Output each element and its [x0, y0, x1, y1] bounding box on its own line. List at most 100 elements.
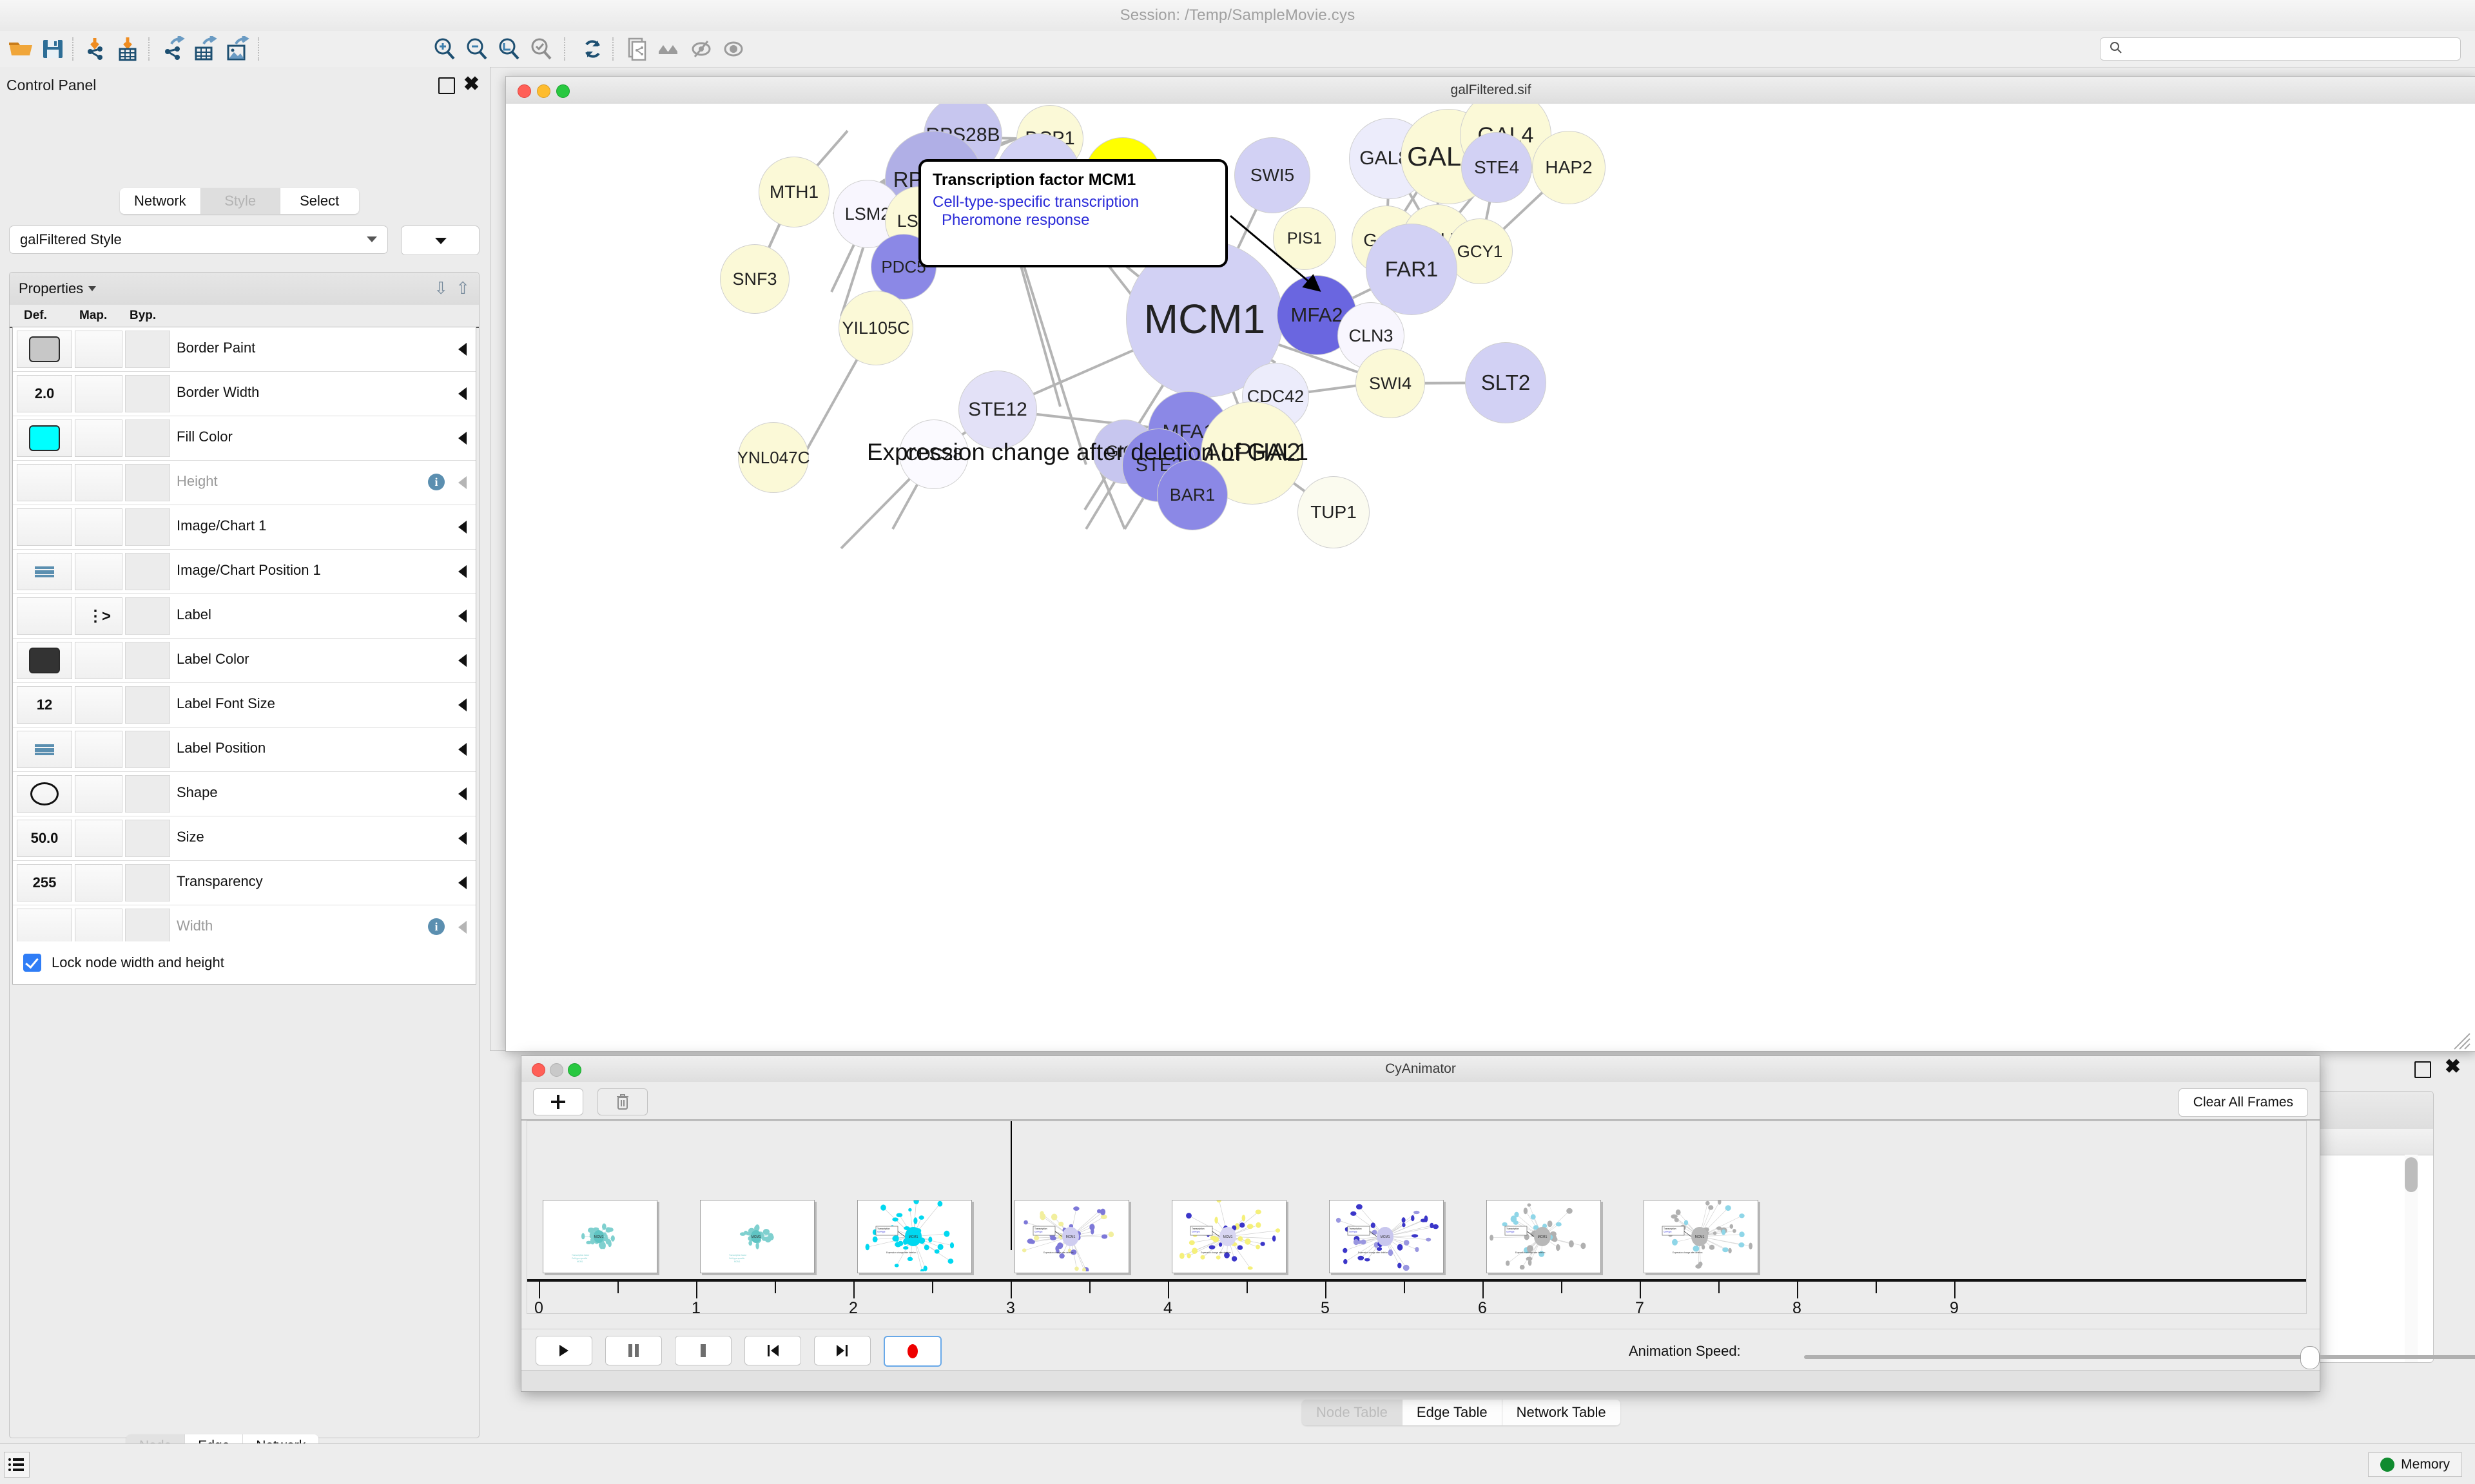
ellipse-shape-icon[interactable]	[30, 782, 59, 805]
minimize-window-button[interactable]	[537, 84, 550, 98]
tab-style[interactable]: Style	[201, 188, 280, 214]
zoom-in-icon[interactable]	[432, 36, 458, 62]
tab-network-table[interactable]: Network Table	[1502, 1400, 1620, 1425]
mapping-icon[interactable]: ⋮>	[88, 607, 110, 626]
property-default-cell[interactable]	[17, 508, 72, 546]
property-bypass-cell[interactable]	[125, 642, 170, 679]
property-default-cell[interactable]	[17, 642, 72, 679]
color-swatch[interactable]	[29, 425, 60, 451]
property-mapping-cell[interactable]	[75, 331, 122, 368]
skip-end-button[interactable]	[814, 1336, 871, 1365]
expand-arrow-icon[interactable]	[458, 654, 467, 667]
expand-all-icon[interactable]: ⇩	[434, 280, 448, 296]
export-table-icon[interactable]	[192, 36, 218, 62]
property-default-cell[interactable]	[17, 597, 72, 635]
property-bypass-cell[interactable]	[125, 508, 170, 546]
timeline-playhead[interactable]	[1011, 1121, 1012, 1250]
search-input[interactable]	[2128, 42, 2460, 57]
property-default-cell[interactable]: 255	[17, 864, 72, 901]
expand-arrow-icon[interactable]	[458, 565, 467, 578]
expand-arrow-icon[interactable]	[458, 787, 467, 800]
property-bypass-cell[interactable]	[125, 553, 170, 590]
zoom-selected-icon[interactable]	[529, 36, 554, 62]
expand-arrow-icon[interactable]	[458, 832, 467, 845]
property-mapping-cell[interactable]	[75, 864, 122, 901]
network-node[interactable]: MTH1	[759, 157, 830, 227]
property-default-cell[interactable]	[17, 553, 72, 590]
expand-arrow-icon[interactable]	[458, 432, 467, 445]
color-swatch[interactable]	[29, 336, 60, 362]
property-mapping-cell[interactable]	[75, 508, 122, 546]
expand-arrow-icon[interactable]	[458, 476, 467, 489]
property-row[interactable]: Label Color	[13, 639, 476, 683]
property-mapping-cell[interactable]	[75, 553, 122, 590]
property-bypass-cell[interactable]	[125, 864, 170, 901]
refresh-icon[interactable]	[580, 36, 606, 62]
expand-arrow-icon[interactable]	[458, 921, 467, 934]
play-button[interactable]	[536, 1336, 592, 1365]
maximize-window-button[interactable]	[556, 84, 570, 98]
export-image-icon[interactable]	[224, 36, 250, 62]
property-mapping-cell[interactable]	[75, 820, 122, 857]
style-selector[interactable]: galFiltered Style	[9, 226, 388, 254]
property-bypass-cell[interactable]	[125, 731, 170, 768]
network-node[interactable]: HAP2	[1532, 131, 1606, 204]
record-button[interactable]	[884, 1336, 942, 1367]
add-frame-button[interactable]	[533, 1088, 583, 1115]
new-network-icon[interactable]	[624, 36, 650, 62]
network-node[interactable]: STE12	[958, 371, 1037, 449]
expand-arrow-icon[interactable]	[458, 876, 467, 889]
expand-arrow-icon[interactable]	[458, 743, 467, 756]
skip-start-button[interactable]	[744, 1336, 801, 1365]
property-row[interactable]: Image/Chart 1	[13, 505, 476, 550]
export-network-icon[interactable]	[160, 36, 186, 62]
position-icon[interactable]	[35, 566, 54, 577]
position-icon[interactable]	[35, 744, 54, 755]
property-bypass-cell[interactable]	[125, 775, 170, 813]
property-mapping-cell[interactable]	[75, 731, 122, 768]
property-bypass-cell[interactable]	[125, 331, 170, 368]
network-node[interactable]: SWI4	[1355, 349, 1425, 418]
property-bypass-cell[interactable]	[125, 464, 170, 501]
import-table-icon[interactable]	[115, 36, 141, 62]
property-row[interactable]: Shape	[13, 772, 476, 816]
property-default-cell[interactable]: 50.0	[17, 820, 72, 857]
property-default-cell[interactable]	[17, 419, 72, 457]
clear-all-frames-button[interactable]: Clear All Frames	[2179, 1088, 2308, 1117]
expand-arrow-icon[interactable]	[458, 521, 467, 534]
restore-icon[interactable]	[438, 77, 455, 94]
property-row[interactable]: ⋮>Label	[13, 594, 476, 639]
style-options-button[interactable]	[401, 226, 480, 255]
property-bypass-cell[interactable]	[125, 419, 170, 457]
property-default-cell[interactable]	[17, 775, 72, 813]
property-bypass-cell[interactable]	[125, 686, 170, 724]
show-all-icon[interactable]	[721, 36, 746, 62]
network-node[interactable]: SLT2	[1465, 342, 1546, 423]
property-bypass-cell[interactable]	[125, 597, 170, 635]
lock-node-checkbox[interactable]	[23, 954, 41, 972]
property-default-cell[interactable]: 2.0	[17, 375, 72, 412]
network-node[interactable]: YIL105C	[839, 291, 913, 365]
collapse-all-icon[interactable]: ⇧	[456, 280, 470, 296]
property-row[interactable]: Fill Color	[13, 416, 476, 461]
property-bypass-cell[interactable]	[125, 820, 170, 857]
property-default-cell[interactable]: 12	[17, 686, 72, 724]
expand-arrow-icon[interactable]	[458, 699, 467, 711]
tab-network[interactable]: Network	[120, 188, 201, 214]
close-window-button[interactable]	[532, 1063, 545, 1077]
property-row[interactable]: Label Position	[13, 728, 476, 772]
property-mapping-cell[interactable]	[75, 375, 122, 412]
color-swatch[interactable]	[29, 648, 60, 673]
property-default-cell[interactable]	[17, 464, 72, 501]
tab-node-table[interactable]: Node Table	[1302, 1400, 1402, 1425]
list-icon[interactable]	[4, 1452, 30, 1478]
